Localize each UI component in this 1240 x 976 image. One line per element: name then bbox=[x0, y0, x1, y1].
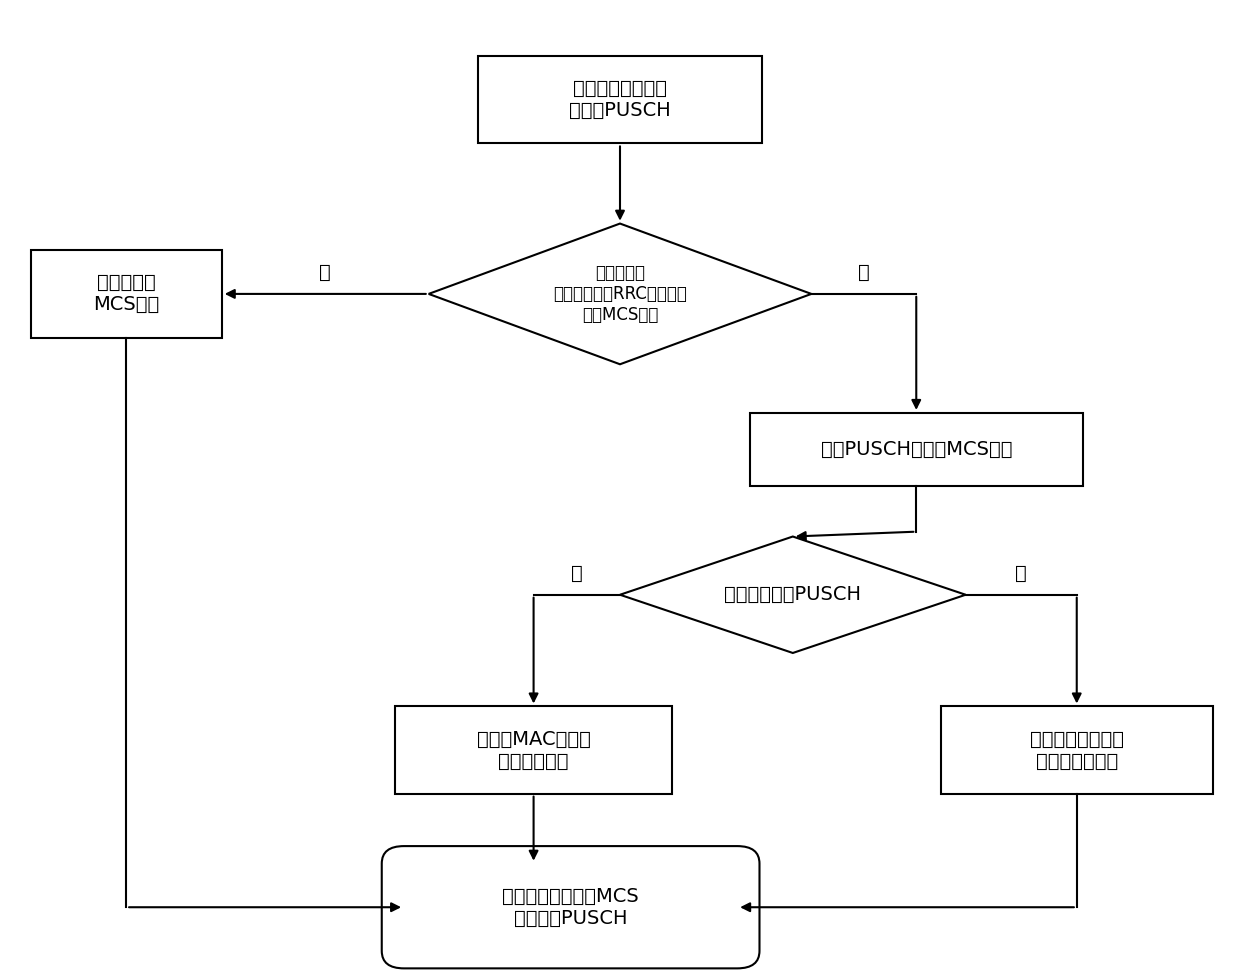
Text: 是: 是 bbox=[570, 564, 583, 583]
Text: 否: 否 bbox=[858, 264, 869, 282]
FancyBboxPatch shape bbox=[394, 707, 672, 793]
Polygon shape bbox=[429, 224, 811, 364]
Text: 采用已有的
MCS表格: 采用已有的 MCS表格 bbox=[93, 273, 160, 314]
FancyBboxPatch shape bbox=[382, 846, 759, 968]
FancyBboxPatch shape bbox=[941, 707, 1213, 793]
Text: 是否是半持续PUSCH: 是否是半持续PUSCH bbox=[724, 586, 862, 604]
Polygon shape bbox=[620, 537, 966, 653]
Text: 终端依据基站配置MCS
表格发送PUSCH: 终端依据基站配置MCS 表格发送PUSCH bbox=[502, 887, 639, 928]
Text: 是: 是 bbox=[320, 264, 331, 282]
FancyBboxPatch shape bbox=[31, 250, 222, 338]
Text: 网络侧设备
判断是否采用RRC半静态配
置的MCS表格: 网络侧设备 判断是否采用RRC半静态配 置的MCS表格 bbox=[553, 264, 687, 324]
Text: 否: 否 bbox=[1016, 564, 1027, 583]
Text: 层一（物理层）控
制信息通知终端: 层一（物理层）控 制信息通知终端 bbox=[1029, 729, 1123, 770]
Text: 采用PUSCH对应的MCS表格: 采用PUSCH对应的MCS表格 bbox=[821, 439, 1012, 459]
FancyBboxPatch shape bbox=[750, 413, 1083, 486]
FancyBboxPatch shape bbox=[479, 57, 761, 143]
Text: 网络侧设备调度终
端发送PUSCH: 网络侧设备调度终 端发送PUSCH bbox=[569, 79, 671, 120]
Text: 层二（MAC）控制
信息通知终端: 层二（MAC）控制 信息通知终端 bbox=[476, 729, 590, 770]
